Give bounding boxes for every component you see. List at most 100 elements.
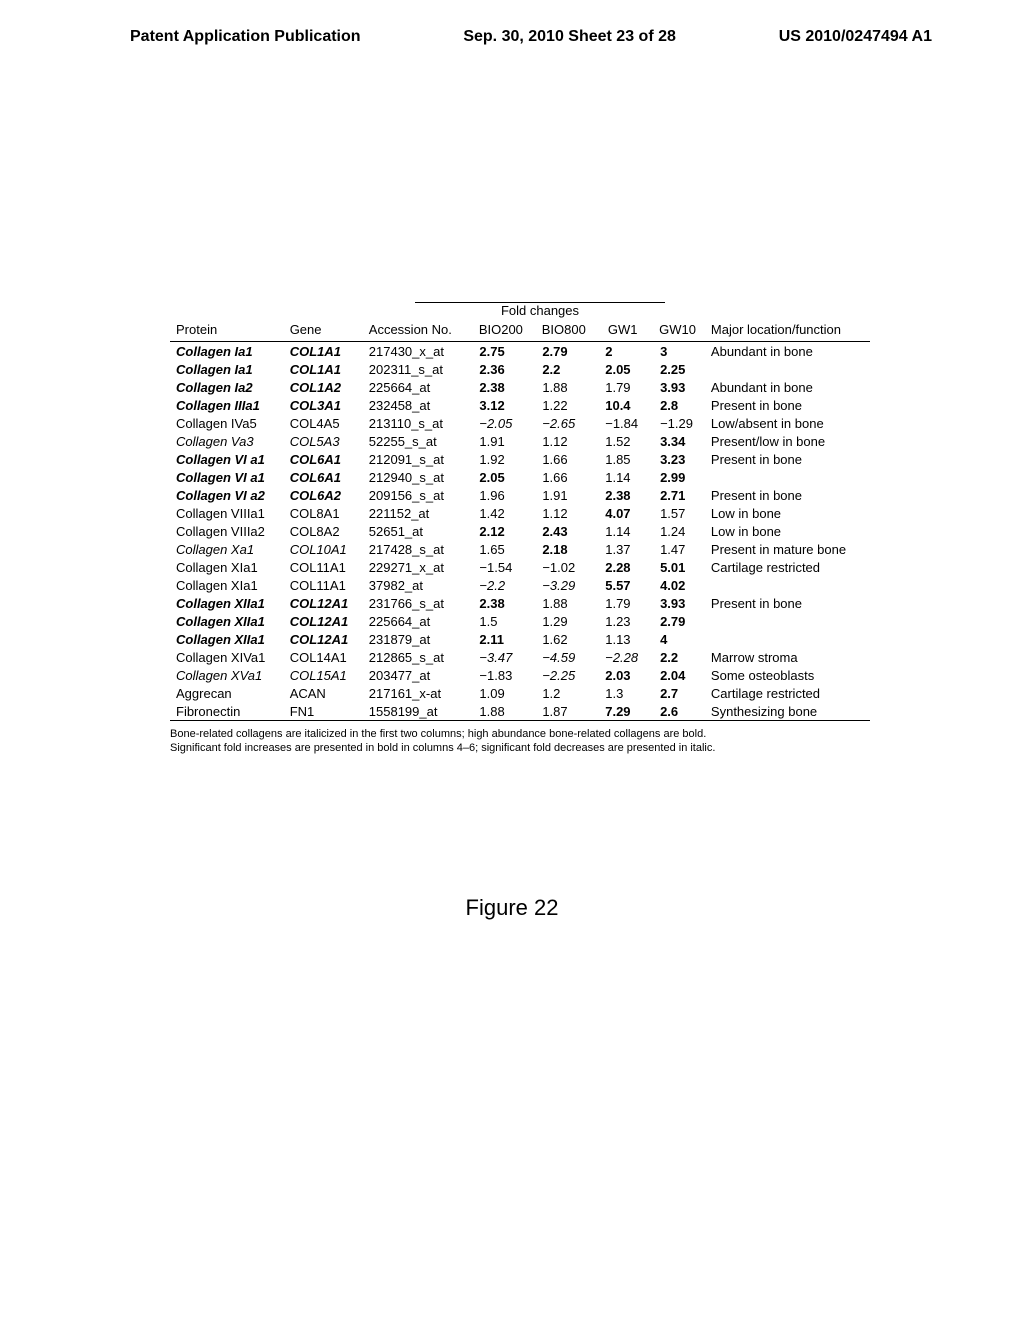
- table-cell: Collagen VI a1: [170, 450, 284, 468]
- table-cell: [705, 612, 870, 630]
- table-row: Collagen XIa1COL11A1229271_x_at−1.54−1.0…: [170, 558, 870, 576]
- table-cell: 1.13: [595, 630, 650, 648]
- table-row: Collagen Ia1COL1A1217430_x_at2.752.7923A…: [170, 342, 870, 361]
- table-row: Collagen Va3COL5A352255_s_at1.911.121.52…: [170, 432, 870, 450]
- table-cell: Aggrecan: [170, 684, 284, 702]
- table-cell: 3.93: [650, 594, 705, 612]
- table-row: Collagen XIa1COL11A137982_at−2.2−3.295.5…: [170, 576, 870, 594]
- table-cell: COL12A1: [284, 630, 363, 648]
- table-cell: −2.65: [532, 414, 595, 432]
- table-cell: 4: [650, 630, 705, 648]
- table-row: Collagen XIIa1COL12A1225664_at1.51.291.2…: [170, 612, 870, 630]
- table-cell: Collagen IIIa1: [170, 396, 284, 414]
- table-cell: 2.05: [595, 360, 650, 378]
- table-cell: 1.62: [532, 630, 595, 648]
- table-cell: Collagen XIIa1: [170, 612, 284, 630]
- header-center: Sep. 30, 2010 Sheet 23 of 28: [463, 28, 676, 46]
- table-cell: 2.75: [469, 342, 532, 361]
- table-row: Collagen IVa5COL4A5213110_s_at−2.05−2.65…: [170, 414, 870, 432]
- table-cell: 221152_at: [363, 504, 470, 522]
- table-row: Collagen Xa1COL10A1217428_s_at1.652.181.…: [170, 540, 870, 558]
- table-cell: COL1A1: [284, 360, 363, 378]
- col-gene: Gene: [284, 318, 363, 342]
- table-cell: 2.38: [469, 594, 532, 612]
- table-cell: 2.25: [650, 360, 705, 378]
- table-cell: 1.65: [469, 540, 532, 558]
- table-cell: 231879_at: [363, 630, 470, 648]
- table-cell: 209156_s_at: [363, 486, 470, 504]
- table-cell: 2.12: [469, 522, 532, 540]
- table-cell: 1.42: [469, 504, 532, 522]
- table-cell: −2.05: [469, 414, 532, 432]
- table-cell: COL4A5: [284, 414, 363, 432]
- table-cell: COL6A1: [284, 450, 363, 468]
- table-cell: 1.66: [532, 468, 595, 486]
- table-cell: COL6A1: [284, 468, 363, 486]
- table-cell: COL1A2: [284, 378, 363, 396]
- table-cell: 1.57: [650, 504, 705, 522]
- col-gw10: GW10: [650, 318, 705, 342]
- table-cell: −1.84: [595, 414, 650, 432]
- table-cell: 5.01: [650, 558, 705, 576]
- table-cell: Low in bone: [705, 504, 870, 522]
- table-cell: 2.71: [650, 486, 705, 504]
- table-cell: 2.2: [532, 360, 595, 378]
- table-cell: 2.43: [532, 522, 595, 540]
- table-cell: 2.38: [469, 378, 532, 396]
- table-cell: Collagen XIa1: [170, 558, 284, 576]
- table-cell: Collagen Ia2: [170, 378, 284, 396]
- table-cell: Present/low in bone: [705, 432, 870, 450]
- table-cell: 1.88: [532, 378, 595, 396]
- table-row: Collagen IIIa1COL3A1232458_at3.121.2210.…: [170, 396, 870, 414]
- table-cell: 217430_x_at: [363, 342, 470, 361]
- table-cell: 202311_s_at: [363, 360, 470, 378]
- table-cell: Collagen VIIIa1: [170, 504, 284, 522]
- table-cell: [705, 468, 870, 486]
- table-row: Collagen XVa1COL15A1203477_at−1.83−2.252…: [170, 666, 870, 684]
- col-accession: Accession No.: [363, 318, 470, 342]
- table-cell: Collagen VI a2: [170, 486, 284, 504]
- table-cell: 2.8: [650, 396, 705, 414]
- table-cell: 52651_at: [363, 522, 470, 540]
- table-cell: COL10A1: [284, 540, 363, 558]
- table-cell: Fibronectin: [170, 702, 284, 721]
- table-cell: 2.7: [650, 684, 705, 702]
- col-gw1: GW1: [595, 318, 650, 342]
- table-cell: Abundant in bone: [705, 342, 870, 361]
- table-cell: [705, 576, 870, 594]
- table-cell: Present in bone: [705, 486, 870, 504]
- table-cell: 2.36: [469, 360, 532, 378]
- table-row: AggrecanACAN217161_x-at1.091.21.32.7Cart…: [170, 684, 870, 702]
- table-cell: 1.52: [595, 432, 650, 450]
- table-cell: 1.85: [595, 450, 650, 468]
- table-cell: Cartilage restricted: [705, 684, 870, 702]
- table-cell: 1.2: [532, 684, 595, 702]
- table-cell: 1.96: [469, 486, 532, 504]
- table-cell: COL6A2: [284, 486, 363, 504]
- table-cell: COL5A3: [284, 432, 363, 450]
- table-cell: 1.91: [469, 432, 532, 450]
- table-cell: 2.6: [650, 702, 705, 721]
- table-cell: COL11A1: [284, 558, 363, 576]
- table-cell: 232458_at: [363, 396, 470, 414]
- table-cell: 229271_x_at: [363, 558, 470, 576]
- table-cell: −1.54: [469, 558, 532, 576]
- table-cell: 1.12: [532, 504, 595, 522]
- table-cell: 1.5: [469, 612, 532, 630]
- table-row: Collagen VI a1COL6A1212091_s_at1.921.661…: [170, 450, 870, 468]
- data-table-container: Fold changes Protein Gene Accession No. …: [170, 302, 870, 756]
- table-cell: 4.07: [595, 504, 650, 522]
- table-cell: −4.59: [532, 648, 595, 666]
- footnote-1: Bone-related collagens are italicized in…: [170, 727, 870, 741]
- table-cell: Collagen XVa1: [170, 666, 284, 684]
- table-cell: Collagen VI a1: [170, 468, 284, 486]
- table-cell: 1.91: [532, 486, 595, 504]
- page-header: Patent Application Publication Sep. 30, …: [0, 0, 1024, 46]
- table-cell: 1.14: [595, 468, 650, 486]
- table-cell: −1.29: [650, 414, 705, 432]
- table-cell: Present in mature bone: [705, 540, 870, 558]
- table-cell: 2.28: [595, 558, 650, 576]
- table-cell: 2: [595, 342, 650, 361]
- table-body: Collagen Ia1COL1A1217430_x_at2.752.7923A…: [170, 342, 870, 721]
- table-cell: Abundant in bone: [705, 378, 870, 396]
